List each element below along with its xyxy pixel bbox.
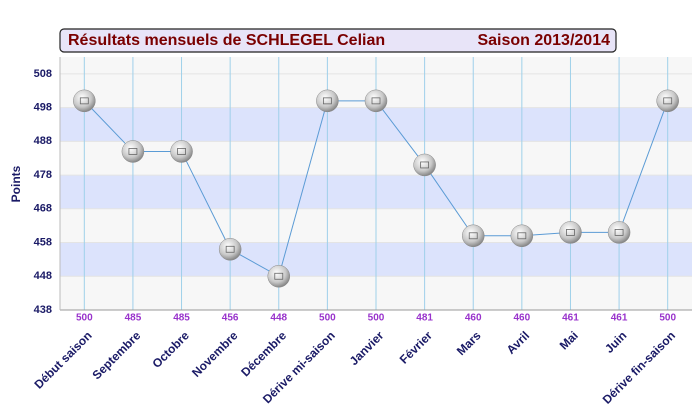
value-label: 500 bbox=[659, 313, 676, 324]
x-tick-label: Mai bbox=[557, 328, 581, 352]
value-label: 461 bbox=[611, 313, 628, 324]
marker bbox=[121, 140, 145, 163]
x-tick-label: Mars bbox=[454, 328, 484, 358]
y-tick-label: 438 bbox=[34, 304, 52, 316]
marker-icon bbox=[371, 97, 381, 105]
marker-icon bbox=[225, 245, 235, 253]
value-label: 500 bbox=[76, 313, 93, 324]
marker-icon bbox=[128, 148, 138, 155]
x-tick-label: Décembre bbox=[238, 328, 289, 379]
marker-icon bbox=[177, 148, 186, 155]
marker-icon bbox=[614, 229, 624, 236]
y-tick-label: 478 bbox=[34, 169, 52, 181]
value-label: 460 bbox=[465, 313, 482, 324]
marker bbox=[413, 153, 436, 177]
y-tick-label: 468 bbox=[34, 203, 52, 215]
marker-icon bbox=[566, 229, 575, 236]
marker bbox=[607, 221, 631, 244]
value-label: 500 bbox=[368, 313, 385, 324]
marker-icon bbox=[274, 272, 284, 280]
marker bbox=[267, 265, 291, 288]
x-tick-label: Début saison bbox=[31, 328, 94, 391]
x-tick-label: Octobre bbox=[149, 328, 192, 371]
x-tick-label: Juin bbox=[602, 328, 629, 355]
chart-subtitle: Saison 2013/2014 bbox=[477, 32, 610, 49]
marker-icon bbox=[517, 232, 527, 240]
marker bbox=[364, 89, 388, 113]
y-tick-label: 448 bbox=[34, 270, 52, 282]
y-tick-label: 498 bbox=[34, 102, 52, 114]
marker bbox=[218, 238, 242, 261]
value-label: 485 bbox=[125, 313, 142, 324]
marker bbox=[510, 224, 534, 248]
y-tick-label: 458 bbox=[34, 236, 52, 248]
x-tick-label: Septembre bbox=[90, 328, 144, 382]
x-tick-label: Novembre bbox=[189, 328, 241, 380]
y-tick-label: 508 bbox=[34, 68, 52, 80]
value-label: 500 bbox=[319, 313, 336, 324]
marker-icon bbox=[468, 232, 478, 240]
x-tick-label: Janvier bbox=[347, 328, 387, 368]
y-axis-label: Points bbox=[9, 165, 23, 202]
value-label: 485 bbox=[173, 313, 190, 324]
value-label: 460 bbox=[514, 313, 531, 324]
y-tick-label: 488 bbox=[34, 135, 52, 147]
marker bbox=[316, 89, 339, 113]
marker-icon bbox=[322, 97, 332, 105]
marker-icon bbox=[420, 161, 430, 169]
marker bbox=[170, 140, 193, 163]
value-label: 481 bbox=[416, 313, 433, 324]
value-label: 461 bbox=[562, 313, 579, 324]
marker bbox=[559, 221, 582, 244]
marker bbox=[73, 89, 96, 113]
x-tick-label: Avril bbox=[504, 328, 532, 356]
chart-title: Résultats mensuels de SCHLEGEL Celian bbox=[68, 32, 385, 49]
x-tick-label: Février bbox=[397, 328, 435, 366]
marker-icon bbox=[663, 97, 673, 105]
marker bbox=[461, 224, 485, 248]
value-label: 456 bbox=[222, 313, 239, 324]
title-box bbox=[59, 28, 617, 53]
value-label: 448 bbox=[270, 313, 287, 324]
marker bbox=[656, 89, 679, 113]
marker-icon bbox=[79, 97, 89, 105]
